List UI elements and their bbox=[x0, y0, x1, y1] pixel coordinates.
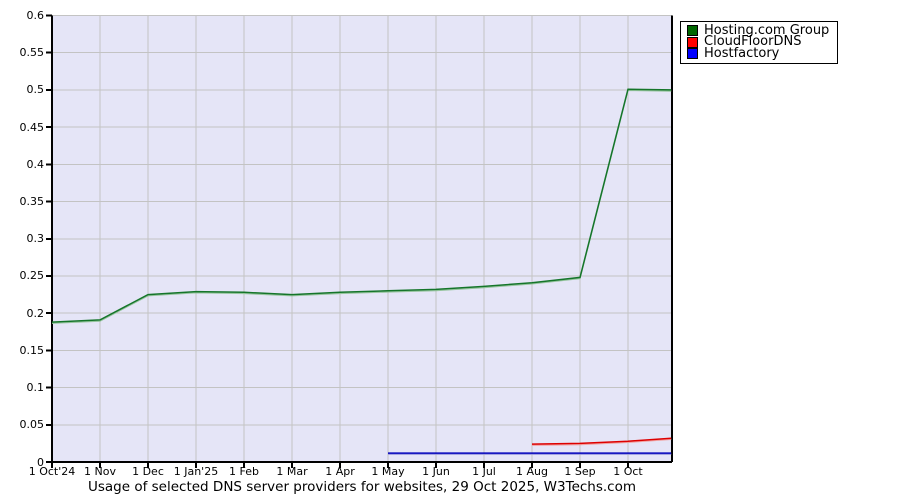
legend-swatch bbox=[687, 25, 698, 37]
y-axis-tick-label: 0.45 bbox=[19, 120, 45, 134]
x-axis-tick-label: 1 Apr bbox=[325, 465, 355, 478]
y-axis-tick-label: 0.3 bbox=[26, 232, 45, 246]
legend-swatch bbox=[687, 36, 698, 48]
x-axis-tick-label: 1 Jul bbox=[472, 465, 496, 478]
x-axis-tick-label: 1 Oct bbox=[613, 465, 643, 478]
y-axis-tick-label: 0.55 bbox=[19, 46, 45, 60]
legend-item: CloudFloorDNS bbox=[687, 34, 829, 50]
y-axis-tick-label: 0.1 bbox=[26, 381, 45, 395]
series-line-shade-cloudfloordns bbox=[531, 438, 672, 446]
x-axis-tick-label: 1 Feb bbox=[228, 465, 259, 478]
legend-item-label: Hosting.com Group bbox=[704, 23, 830, 38]
y-axis-tick-label: 0.15 bbox=[19, 343, 45, 357]
y-axis-tick-label: 0.25 bbox=[19, 269, 45, 283]
legend-item-label: CloudFloorDNS bbox=[704, 34, 802, 50]
x-axis-tick-label: 1 Sep bbox=[564, 465, 596, 478]
y-axis-tick-label: 0.5 bbox=[26, 83, 45, 97]
series-line-shade-hosting-com-group bbox=[51, 89, 672, 324]
x-axis-tick-label: 1 Nov bbox=[84, 465, 116, 478]
chart-title: Usage of selected DNS server providers f… bbox=[87, 479, 637, 495]
x-axis-tick-label: 1 Jun bbox=[422, 465, 450, 478]
x-axis-tick-label: 1 Jan'25 bbox=[173, 465, 219, 478]
legend-item: Hosting.com Group bbox=[687, 23, 830, 38]
legend-item-label: Hostfactory bbox=[704, 45, 780, 61]
x-axis-tick-label: 1 Mar bbox=[276, 465, 308, 478]
y-axis-tick-label: 0.35 bbox=[19, 195, 45, 209]
series-line-cloudfloordns bbox=[531, 437, 672, 445]
legend: Hosting.com Group CloudFloorDNS Hostfactor… bbox=[680, 21, 839, 65]
x-axis-tick-label: 1 May bbox=[371, 465, 405, 478]
series-line-hosting-com-group bbox=[51, 88, 672, 323]
x-axis-tick-label: 1 Dec bbox=[132, 465, 164, 478]
x-axis-tick-label: 1 Aug bbox=[515, 465, 548, 478]
y-axis-tick-label: 0 bbox=[37, 455, 44, 469]
legend-item: Hostfactory bbox=[687, 45, 829, 61]
y-axis-tick-label: 0.6 bbox=[26, 9, 45, 22]
legend-swatch bbox=[687, 47, 698, 59]
y-axis-tick-label: 0.4 bbox=[26, 157, 45, 171]
x-axis-tick-label: 1 Oct'24 bbox=[28, 465, 76, 478]
y-axis-tick-label: 0.05 bbox=[19, 418, 45, 432]
y-axis-tick-label: 0.2 bbox=[26, 306, 45, 320]
